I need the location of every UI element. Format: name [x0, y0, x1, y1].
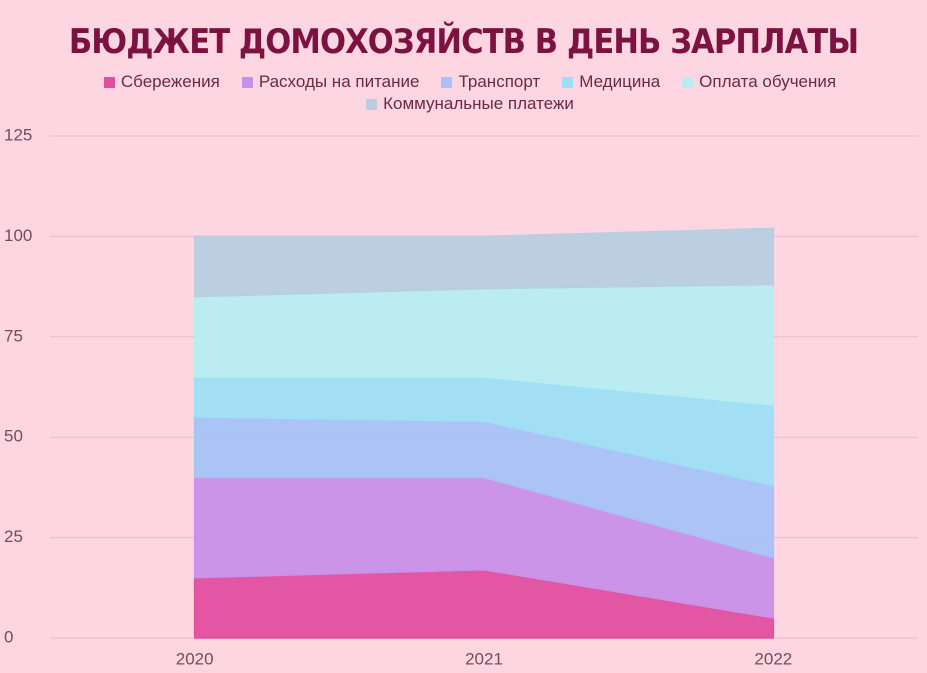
legend: Сбережения Расходы на питание Транспорт Мед…: [80, 72, 860, 114]
legend-swatch: [366, 98, 378, 110]
legend-item: Транспорт: [441, 72, 540, 92]
legend-label: Медицина: [579, 72, 661, 91]
y-tick-label: 100: [4, 226, 32, 245]
legend-item: Оплата обучения: [682, 72, 836, 92]
x-tick-label: 2021: [465, 649, 503, 668]
legend-item: Коммунальные платежи: [366, 94, 574, 114]
legend-label: Расходы на питание: [258, 72, 420, 91]
legend-label: Сбережения: [120, 72, 220, 91]
y-tick-label: 25: [4, 527, 23, 546]
x-tick-label: 2020: [176, 649, 214, 668]
legend-swatch: [241, 76, 253, 88]
area: [193, 227, 775, 298]
legend-swatch: [103, 76, 115, 88]
y-tick-label: 125: [4, 125, 32, 144]
x-tick-label: 2022: [754, 649, 792, 668]
legend-item: Расходы на питание: [241, 72, 420, 92]
legend-label: Транспорт: [458, 72, 541, 91]
legend-swatch: [562, 76, 574, 88]
y-tick-label: 0: [4, 627, 13, 646]
legend-label: Оплата обучения: [699, 72, 837, 91]
y-tick-label: 50: [4, 427, 23, 446]
legend-swatch: [441, 76, 453, 88]
legend-item: Сбережения: [103, 72, 220, 92]
legend-swatch: [682, 76, 694, 88]
y-tick-label: 75: [4, 326, 23, 345]
chart-title: БЮДЖЕТ ДОМОХОЗЯЙСТВ В ДЕНЬ ЗАРПЛАТЫ: [68, 22, 859, 62]
legend-item: Медицина: [562, 72, 660, 92]
legend-label: Коммунальные платежи: [383, 94, 574, 113]
